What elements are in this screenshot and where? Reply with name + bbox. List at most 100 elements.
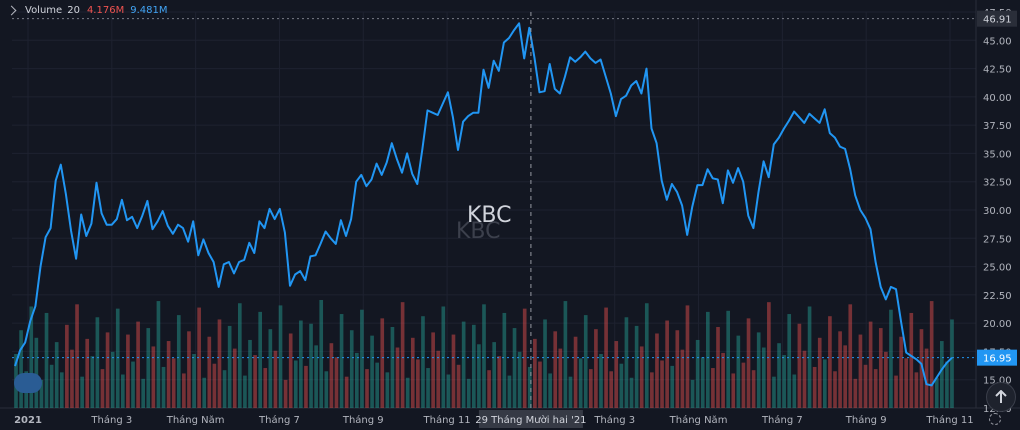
x-tick-label: Tháng 9 [845,414,887,426]
x-tick-label: Tháng 7 [761,414,803,426]
volume-bar [258,311,262,408]
volume-bar [461,321,466,408]
volume-bar [110,351,115,408]
volume-bar [563,301,568,408]
volume-current-value: 4.176M [86,4,125,16]
volume-bar [29,306,34,408]
volume-bar [49,364,54,408]
last-price-label-box [977,349,1017,366]
volume-bar [385,372,390,408]
volume-bar [716,327,720,408]
volume-bar [212,363,217,408]
volume-bar [19,330,23,408]
volume-bar [848,304,853,408]
crosshair-date-box [478,410,583,428]
volume-bar [833,371,837,408]
volume-bar [426,368,430,408]
volume-bar [685,305,690,408]
volume-bar [950,319,954,408]
volume-bar [792,374,797,408]
volume-bar [34,337,39,408]
volume-bar [339,314,344,408]
volume-bar [202,377,207,408]
volume-bar [812,366,817,408]
volume-ma-length: 20 [67,4,80,16]
volume-bar [711,368,715,408]
volume-bar [44,312,49,408]
volume-bar [304,365,308,408]
volume-bar [894,375,898,408]
volume-bar [309,323,313,408]
price-line [14,22,953,387]
volume-bar [431,332,435,408]
volume-bar [853,378,858,408]
volume-bar [243,375,247,408]
volume-bar [731,373,736,408]
volume-bar [146,328,151,408]
settings-gear-icon[interactable] [989,413,1001,425]
volume-bar [736,335,741,408]
volume-bar [655,333,659,408]
volume-bar [477,344,481,408]
volume-bar [70,349,74,408]
volume-bar [370,335,374,408]
volume-bar [416,359,420,408]
volume-bar [293,360,298,408]
volume-bar [497,356,502,408]
volume-bar [472,324,476,408]
volume-bar [828,316,832,408]
x-tick-label: Tháng 9 [342,414,384,426]
volume-bar [329,343,334,408]
volume-bar [288,333,293,408]
volume-bar [889,309,893,408]
volume-bar [90,356,95,408]
x-tick-label: Tháng Năm [669,414,728,426]
scroll-to-latest-button[interactable] [986,382,1016,412]
volume-bar [583,315,588,408]
x-tick-label: Tháng 3 [90,414,132,426]
volume-bar [807,306,812,408]
volume-bar [171,358,176,408]
volume-bar [141,378,145,408]
volume-bar [573,336,578,408]
volume-bar [121,374,125,408]
arrow-up-icon [995,390,1007,403]
volume-bar [197,307,201,408]
volume-bar [553,331,558,408]
volume-bar [217,319,222,408]
volume-bar [746,318,751,408]
volume-bar [589,369,593,408]
volume-bar [334,357,339,408]
volume-bar [797,323,802,408]
volume-bar [700,357,705,408]
tradingview-logo-icon[interactable] [14,373,42,393]
volume-bar [873,369,878,408]
volume-bar [929,301,934,408]
volume-indicator-label: Volume [25,4,63,16]
high-price-label: 46.91 [983,15,1012,26]
volume-bar [126,334,130,408]
x-tick-label: Tháng Năm [166,414,225,426]
volume-bar [863,364,868,408]
volume-bar [772,376,776,408]
last-price-label: 16.95 [983,354,1012,365]
volume-bar [624,317,629,408]
volume-bar [670,365,675,408]
volume-legend: Volume 20 4.176M 9.481M [6,2,167,18]
volume-bar [232,348,237,408]
y-tick-label: 15.00 [983,376,1012,387]
volume-bar [517,351,522,408]
volume-bar [360,309,364,408]
volume-bar [161,366,166,408]
collapse-chevron-icon[interactable] [6,5,17,15]
volume-bar [767,302,771,408]
volume-bar [751,370,756,408]
volume-bar [263,368,268,408]
volume-bar [253,355,257,408]
volume-bar [75,304,79,408]
volume-bar [838,331,842,408]
x-tick-label: Tháng 7 [258,414,300,426]
volume-bar [105,332,110,408]
